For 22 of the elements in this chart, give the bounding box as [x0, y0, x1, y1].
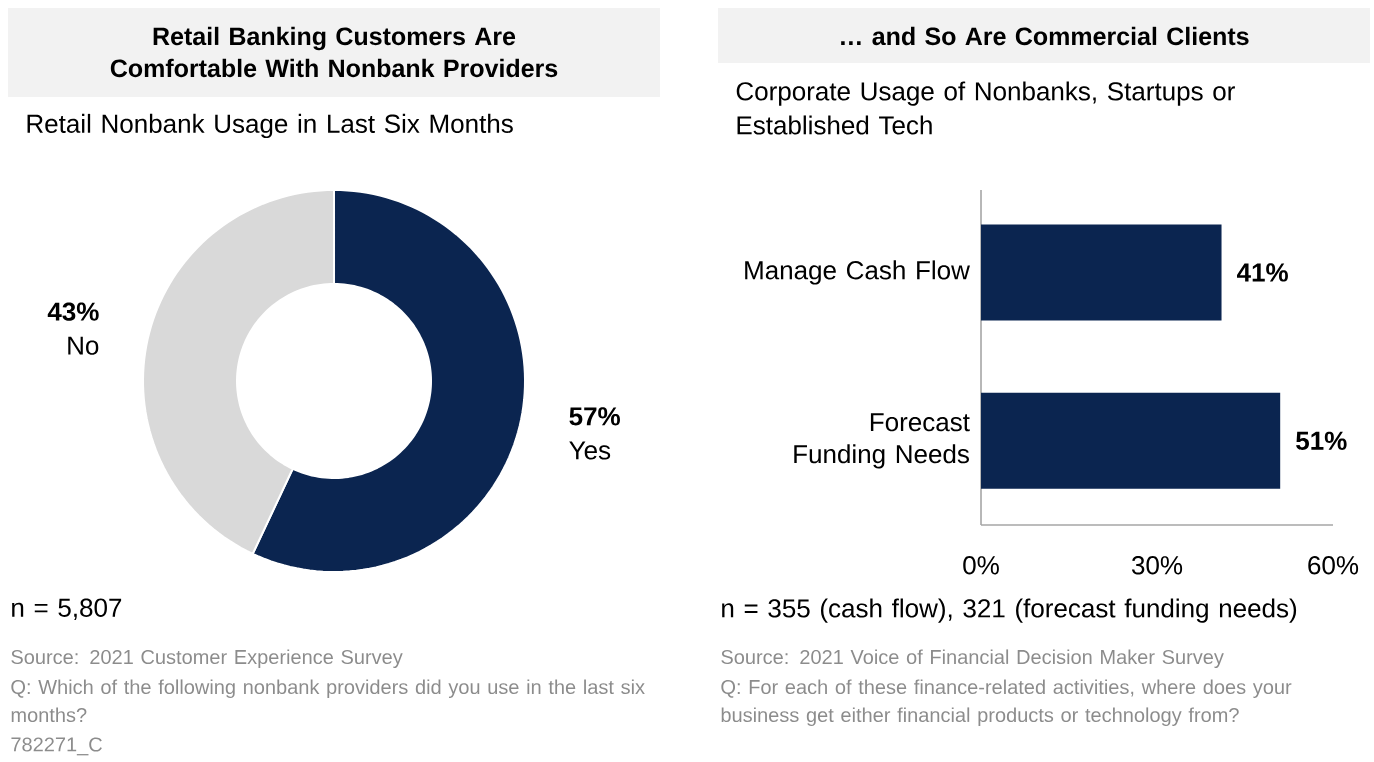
text: 782271_C [11, 737, 102, 756]
text: n = 355 (cash flow), 321 (forecast funding needs) [722, 598, 1297, 623]
data-label: 41% [1237, 263, 1288, 282]
y-tick-label: Forecast Funding Needs [794, 413, 970, 469]
chart-title: … and So Are Commercial Clients [841, 26, 1249, 46]
data-label: 43% [47, 302, 99, 321]
text: Q: Which of the following nonbank providers did you use in the last six months? [11, 679, 645, 723]
text: n = 5,807 [12, 598, 122, 620]
x-tick-label: 0% [963, 556, 999, 575]
source-note: Source: 2021 Customer Experience Survey [11, 649, 403, 669]
source-note: Source: 2021 Voice of Financial Decision Maker Survey [721, 649, 1224, 669]
chart-title: Retail Banking Customers Are Comfortable With Nonbank Providers [110, 26, 558, 78]
y-tick-label: Manage Cash Flow [745, 260, 970, 285]
chart-subtitle: Corporate Usage of Nonbanks, Startups or Established Tech [736, 81, 1235, 135]
x-tick-label: 30% [1131, 556, 1183, 575]
slice-label: No [68, 336, 99, 355]
text: Q: For each of these finance-related activities, where does your business get either financial products or technology from? [721, 679, 1292, 727]
slice-label: Yes [569, 441, 611, 460]
x-tick-label: 60% [1308, 556, 1359, 575]
chart-subtitle: Retail Nonbank Usage in Last Six Months [27, 113, 513, 139]
data-label: 57% [569, 407, 620, 426]
data-label: 51% [1296, 431, 1347, 450]
